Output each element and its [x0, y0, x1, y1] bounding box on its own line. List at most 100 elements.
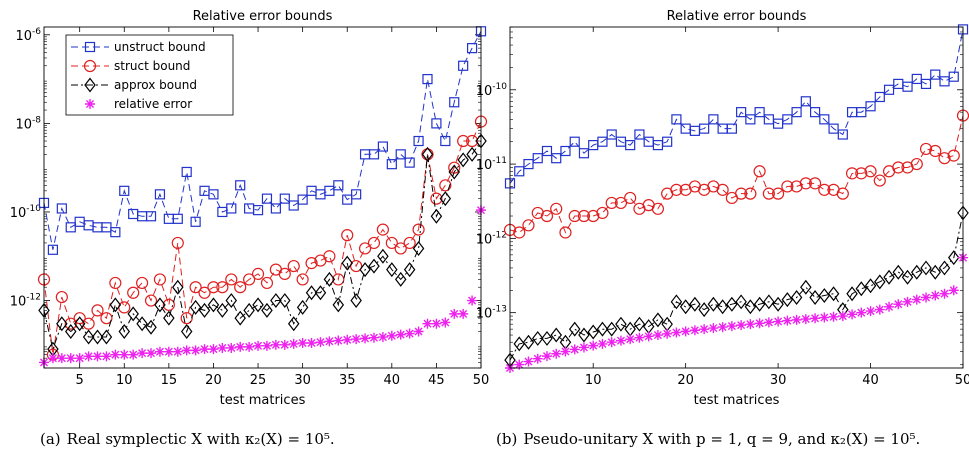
- data-point: [234, 310, 246, 326]
- data-point: [883, 84, 895, 95]
- y-tick-label: 10-10: [476, 82, 508, 99]
- y-tick-label: 10-6: [15, 27, 41, 44]
- data-point: [818, 183, 831, 196]
- data-point: [930, 290, 941, 301]
- data-point: [144, 294, 158, 307]
- x-axis-label: test matrices: [694, 393, 780, 408]
- data-point: [679, 299, 692, 315]
- data-point: [367, 236, 381, 250]
- data-point: [368, 332, 379, 343]
- data-point: [260, 276, 274, 290]
- data-point: [560, 145, 571, 157]
- data-point: [716, 183, 729, 196]
- data-point: [243, 273, 256, 286]
- data-point: [127, 306, 139, 322]
- data-point: [846, 286, 858, 302]
- data-point: [643, 331, 654, 342]
- data-point: [568, 209, 581, 223]
- data-point: [559, 226, 572, 239]
- data-point: [64, 317, 77, 330]
- data-point: [235, 180, 246, 191]
- data-point: [671, 327, 682, 338]
- x-tick-label: 50: [955, 373, 969, 388]
- data-point: [947, 149, 960, 162]
- series-line: [43, 31, 482, 250]
- data-point: [736, 107, 747, 118]
- data-point: [207, 297, 220, 313]
- x-tick-label: 20: [677, 373, 694, 388]
- data-point: [578, 342, 589, 353]
- data-point: [137, 348, 148, 359]
- data-point: [726, 321, 737, 332]
- data-point: [376, 223, 389, 236]
- series-line: [43, 121, 482, 355]
- data-point: [865, 101, 876, 112]
- data-point: [100, 329, 113, 345]
- data-point: [171, 236, 184, 250]
- legend-marker: [85, 99, 95, 109]
- data-point: [341, 229, 354, 242]
- x-tick-label: 15: [161, 373, 178, 388]
- data-point: [699, 324, 710, 335]
- data-point: [360, 333, 371, 344]
- data-point: [662, 328, 673, 339]
- data-point: [939, 76, 950, 87]
- data-point: [680, 326, 691, 337]
- data-point: [288, 200, 299, 211]
- series-relerr: [505, 252, 968, 373]
- data-point: [403, 236, 416, 250]
- data-point: [56, 353, 67, 364]
- data-point: [431, 318, 442, 329]
- data-point: [199, 344, 210, 355]
- data-point: [614, 196, 628, 210]
- data-point: [368, 149, 380, 160]
- data-point: [744, 299, 757, 315]
- data-point: [190, 216, 201, 227]
- data-point: [716, 299, 729, 315]
- data-point: [791, 107, 802, 118]
- data-point: [625, 140, 636, 151]
- data-point: [790, 180, 803, 193]
- data-point: [279, 293, 291, 309]
- x-tick-label: 5: [76, 373, 84, 388]
- data-point: [652, 330, 663, 341]
- x-tick-label: 40: [862, 373, 879, 388]
- data-point: [541, 330, 553, 346]
- data-point: [208, 344, 219, 355]
- y-tick-label: 10-12: [476, 230, 507, 247]
- data-point: [449, 97, 460, 108]
- data-point: [56, 203, 67, 214]
- data-point: [145, 319, 157, 335]
- data-point: [773, 316, 784, 327]
- data-point: [278, 267, 291, 280]
- data-point: [634, 332, 645, 343]
- data-point: [422, 318, 433, 329]
- data-point: [305, 285, 318, 301]
- data-point: [287, 316, 300, 332]
- data-point: [873, 174, 886, 187]
- data-point: [421, 146, 434, 162]
- y-tick-label: 10-8: [15, 115, 41, 132]
- data-point: [73, 316, 86, 332]
- data-point: [948, 71, 959, 82]
- data-point: [551, 348, 562, 359]
- data-point: [252, 205, 264, 216]
- data-point: [118, 301, 131, 314]
- data-point: [902, 296, 913, 307]
- data-point: [782, 315, 793, 326]
- data-point: [606, 337, 617, 348]
- data-point: [921, 292, 932, 303]
- data-point: [744, 187, 757, 200]
- data-point: [661, 316, 673, 332]
- data-point: [261, 340, 272, 351]
- data-point: [296, 273, 309, 286]
- data-point: [412, 240, 425, 256]
- series-struct: [503, 109, 969, 239]
- data-point: [225, 293, 238, 309]
- data-point: [430, 192, 443, 205]
- data-point: [892, 161, 905, 174]
- data-point: [763, 317, 774, 328]
- data-point: [800, 279, 812, 295]
- data-point: [457, 152, 469, 168]
